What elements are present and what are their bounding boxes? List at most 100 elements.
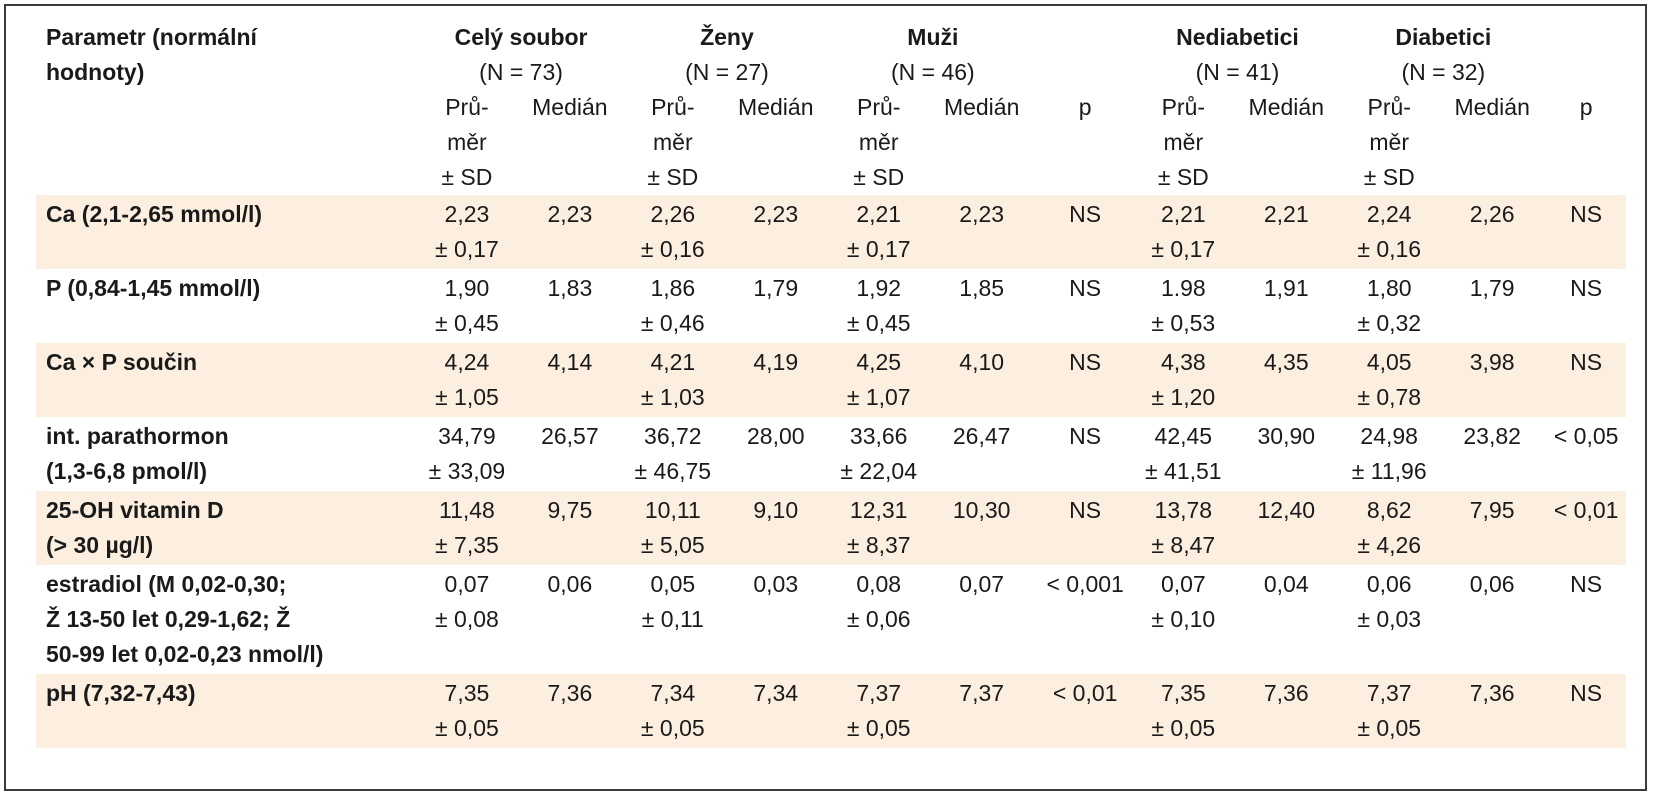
row-label-line: P (0,84-1,45 mmol/l) [46,275,261,301]
cell-value: 4,25 [856,349,902,375]
cell-value: ± 8,47 [1151,532,1216,558]
subheader-mean-line: ± SD [853,164,905,190]
table-cell: 4,14 [515,343,624,417]
subheader-mean-line: ± SD [1157,164,1209,190]
subheader-mean-line: Prů- [1161,94,1206,120]
cell-value: 7,36 [1469,680,1515,706]
cell-value: 4,38 [1160,349,1206,375]
subheader-mean-line: měr [653,129,693,155]
cell-value: 1,86 [650,275,696,301]
table-cell: NS [1035,491,1135,565]
table-cell: 2,23 [515,195,624,269]
subheader-median: Medián [738,94,814,120]
table-cell: 7,95 [1438,491,1547,565]
cell-value: 1.98 [1160,275,1206,301]
cell-value: 1,83 [547,275,593,301]
row-label-line: Ca (2,1-2,65 mmol/l) [46,201,263,227]
cell-value: ± 22,04 [840,458,917,484]
cell-value: NS [1069,275,1102,301]
table-cell: 2,24 ± 0,16 [1340,195,1439,269]
row-label-line: 50-99 let 0,02-0,23 nmol/l) [46,641,324,667]
cell-value: NS [1570,680,1603,706]
cell-value: 0,07 [1160,571,1206,597]
cell-value: 2,23 [444,201,490,227]
row-label: Ca (2,1-2,65 mmol/l) [36,195,419,269]
cell-value: ± 0,32 [1357,310,1422,336]
table-cell: 4,25 ± 1,07 [829,343,928,417]
table-cell: 30,90 [1232,417,1340,491]
cell-value: 7,36 [1263,680,1309,706]
subheader-p: p [1078,94,1092,120]
group-n: (N = 46) [890,59,975,85]
cell-value: 30,90 [1257,423,1316,449]
table-cell: 1,80 ± 0,32 [1340,269,1438,343]
cell-value: ± 0,46 [640,310,705,336]
table-cell: 1,79 [1438,269,1546,343]
cell-value: ± 8,37 [846,532,911,558]
cell-value: 33,66 [849,423,908,449]
cell-value: ± 0,45 [846,310,911,336]
table-cell: 2,23 [721,195,830,269]
table-cell: NS [1035,195,1135,269]
table-row: Ca × P součin 4,24 ± 1,05 4,14 4,21 ± 1,03 4,1… [36,343,1626,417]
table-cell: < 0,01 [1035,674,1135,748]
data-table: Parametr (normální hodnoty) Celý soubor … [36,20,1626,748]
subheader-mean-line: ± SD [441,164,493,190]
table-cell: NS [1546,343,1626,417]
row-label-line: 25-OH vitamin D [46,497,224,523]
cell-value: ± 0,45 [435,310,499,336]
group-title: Muži [907,24,959,50]
cell-value: ± 0,16 [640,236,705,262]
table-cell: 7,34 ± 0,05 [624,674,722,748]
cell-value: ± 0,03 [1357,606,1422,632]
cell-value: ± 1,03 [640,384,705,410]
cell-value: 1,80 [1366,275,1412,301]
row-label: 25-OH vitamin D (> 30 µg/l) [36,491,419,565]
cell-value: 0,06 [1366,571,1412,597]
table-cell: 1,92 ± 0,45 [830,269,928,343]
group-n: (N = 27) [685,59,769,85]
cell-value: 7,35 [444,680,490,706]
table-cell: 10,30 [927,491,1036,565]
row-label-line: Ž 13-50 let 0,29-1,62; Ž [46,606,291,632]
table-cell: 12,40 [1232,491,1341,565]
table-cell: 4,35 [1232,343,1341,417]
cell-value: 2,21 [1160,201,1206,227]
group-n: (N = 32) [1401,59,1486,85]
cell-value: ± 1,07 [846,384,911,410]
table-cell: 0,06 [516,565,624,674]
cell-value: 1,85 [959,275,1005,301]
subheader-mean-line: měr [1369,129,1410,155]
table-cell: NS [1546,195,1626,269]
param-header-line-2: hodnoty) [46,59,145,85]
subheader-median: Medián [943,94,1020,120]
table-cell: 11,48 ± 7,35 [418,491,516,565]
table-cell: 23,82 [1438,417,1546,491]
cell-value: 2,26 [1469,201,1515,227]
cell-value: ± 0,17 [435,236,499,262]
cell-value: 1,92 [856,275,902,301]
cell-value: NS [1570,571,1603,597]
table-cell: 28,00 [722,417,830,491]
cell-value: 26,47 [952,423,1011,449]
group-title: Celý soubor [454,24,588,50]
subheader-median: Medián [532,94,608,120]
table-cell: 7,35 ± 0,05 [418,674,516,748]
table-cell: 34,79 ± 33,09 [418,417,516,491]
cell-value: ± 41,51 [1145,458,1222,484]
table-cell: 0,08 ± 0,06 [830,565,928,674]
cell-value: ± 0,10 [1151,606,1216,632]
cell-value: 26,57 [541,423,599,449]
cell-value: 2,26 [650,201,696,227]
table-cell: 4,38 ± 1,20 [1134,343,1233,417]
subheader-median: Medián [1248,94,1324,120]
subheader-p: p [1579,94,1593,120]
subheader-mean-sd: Prů-měr ± SD [1135,90,1233,195]
row-label: estradiol (M 0,02-0,30; Ž 13-50 let 0,29-… [36,565,418,674]
cell-value: ± 0,11 [641,606,704,632]
cell-value: 24,98 [1360,423,1418,449]
cell-value: 7,35 [1160,680,1206,706]
table-cell: 1,83 [516,269,624,343]
table-cell: 36,72 ± 46,75 [624,417,722,491]
cell-value: 0,07 [959,571,1005,597]
